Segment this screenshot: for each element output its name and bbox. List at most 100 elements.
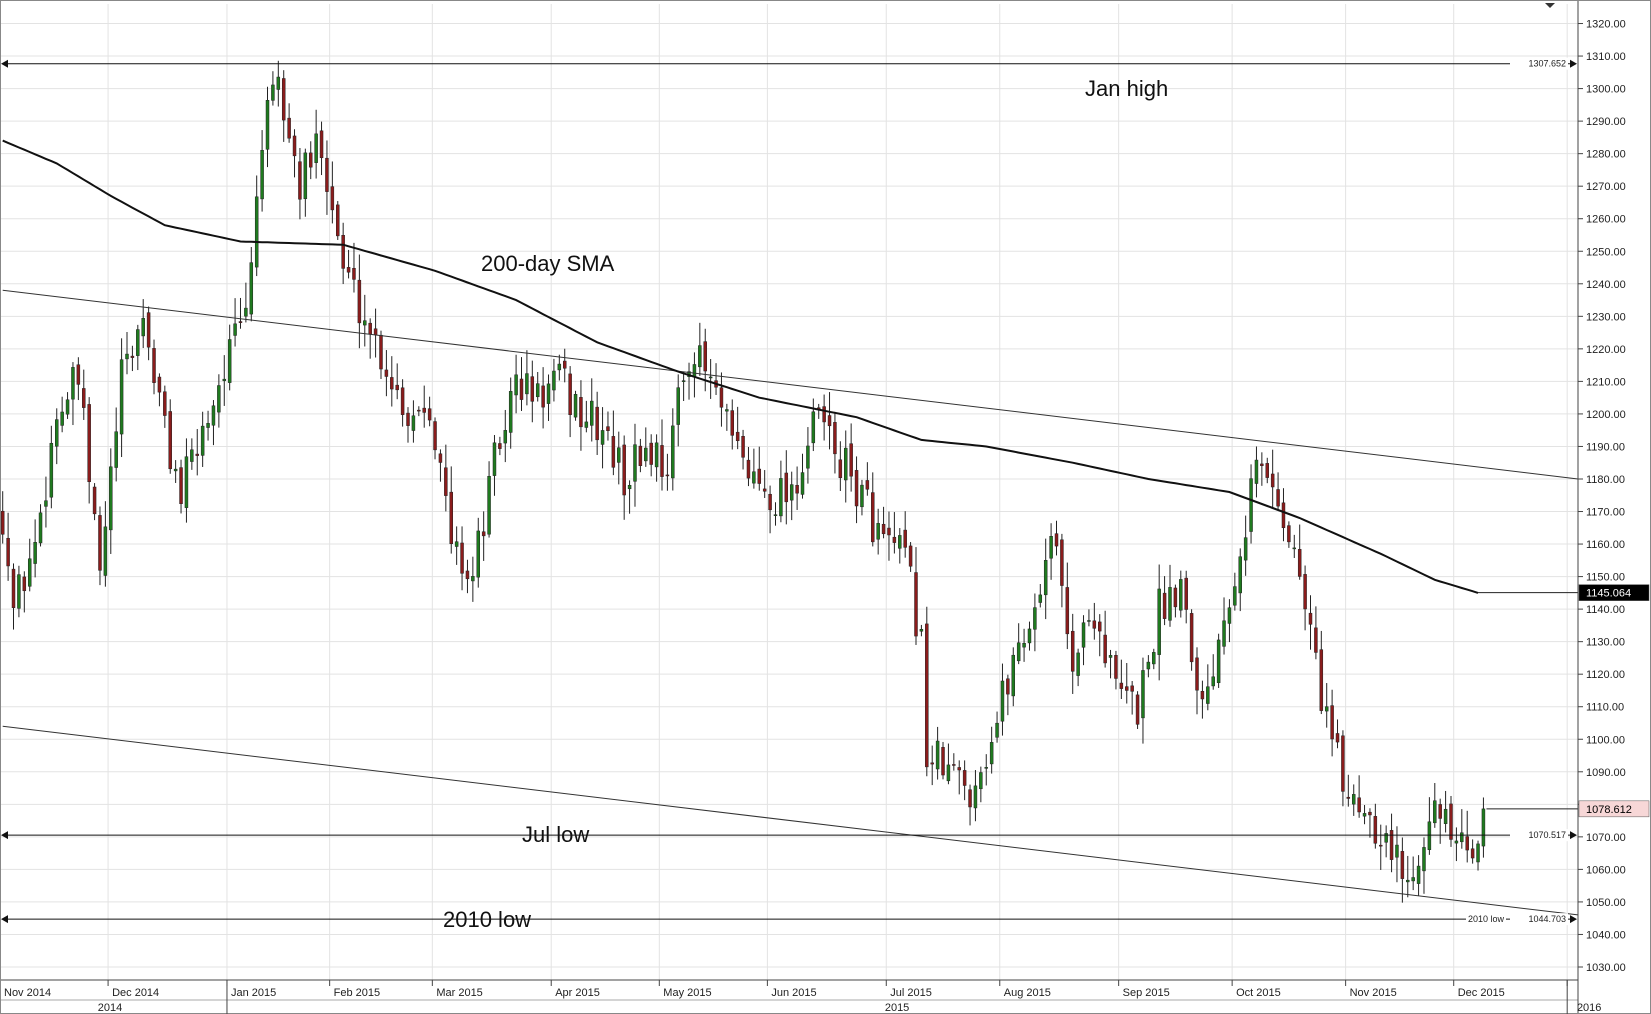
- candle-body: [806, 445, 810, 469]
- candle-body: [1184, 577, 1188, 610]
- y-tick-label: 1270.00: [1586, 181, 1626, 193]
- candle-body: [606, 426, 610, 432]
- x-month-label: Nov 2015: [1350, 987, 1397, 999]
- candle-body: [184, 456, 189, 508]
- candle-body: [336, 204, 340, 237]
- x-month-label: Dec 2014: [112, 987, 159, 999]
- candle-body: [833, 422, 837, 455]
- candle-body: [654, 442, 659, 468]
- candle-body: [1162, 592, 1167, 619]
- y-tick-label: 1160.00: [1586, 539, 1625, 551]
- scroll-marker-icon: [1545, 3, 1555, 8]
- level-arrow-right: [1570, 831, 1577, 840]
- price-tag-bg: [1578, 800, 1650, 818]
- candle-body: [1222, 620, 1226, 647]
- candle-body: [163, 391, 167, 416]
- candle-body: [200, 425, 205, 456]
- candle-body: [898, 535, 902, 549]
- candle-body: [811, 411, 816, 444]
- candle-body: [1000, 680, 1005, 722]
- candle-body: [600, 430, 605, 445]
- candle-body: [768, 493, 772, 511]
- candle-body: [622, 444, 626, 496]
- candle-body: [1243, 537, 1248, 561]
- y-tick-label: 1130.00: [1586, 637, 1625, 649]
- candle-body: [1195, 657, 1199, 691]
- candle-body: [968, 789, 972, 808]
- candle-body: [114, 431, 118, 468]
- candle-body: [789, 484, 794, 501]
- x-month-label: Jun 2015: [771, 987, 816, 999]
- candle-body: [1351, 794, 1356, 805]
- candle-body: [827, 415, 832, 427]
- candle-body: [119, 359, 124, 435]
- x-month-label: May 2015: [663, 987, 711, 999]
- candle-body: [1276, 489, 1280, 507]
- candle-body: [454, 541, 459, 547]
- x-month-label: Sep 2015: [1123, 987, 1170, 999]
- candle-body: [1379, 844, 1383, 847]
- candle-body: [762, 488, 767, 492]
- y-tick-label: 1170.00: [1586, 507, 1625, 519]
- level-label-bg: [1510, 913, 1568, 926]
- candle-body: [1108, 655, 1113, 658]
- candle-body: [984, 767, 988, 769]
- candle-body: [146, 312, 151, 348]
- candle-body: [930, 762, 934, 765]
- candle-body: [379, 334, 383, 370]
- candle-body: [887, 527, 891, 536]
- candle-body: [822, 406, 826, 423]
- annotation-label: Jan high: [1085, 76, 1168, 101]
- candle-body: [854, 470, 859, 507]
- candle-body: [0, 510, 5, 535]
- y-tick-label: 1310.00: [1586, 51, 1626, 63]
- candle-body: [838, 459, 843, 479]
- candle-body: [681, 380, 686, 382]
- candle-body: [314, 133, 318, 163]
- candle-body: [730, 410, 734, 436]
- candle-body: [752, 471, 756, 484]
- x-year-label: 2014: [98, 1002, 122, 1014]
- candle-body: [633, 444, 637, 482]
- candle-body: [233, 323, 237, 336]
- candle-body: [1054, 533, 1059, 547]
- candle-body: [979, 772, 983, 790]
- candle-body: [1168, 587, 1172, 621]
- candle-body: [298, 161, 302, 200]
- x-month-label: Aug 2015: [1004, 987, 1051, 999]
- candle-body: [1330, 705, 1334, 740]
- candle-body: [27, 558, 32, 587]
- candle-body: [676, 387, 680, 425]
- candle-body: [725, 409, 729, 412]
- candle-body: [395, 384, 399, 391]
- candle-body: [919, 629, 924, 632]
- candle-body: [508, 391, 513, 433]
- candle-body: [1357, 797, 1361, 813]
- candle-body: [60, 411, 64, 426]
- candle-body: [444, 467, 448, 496]
- candle-body: [352, 267, 356, 280]
- candle-body: [341, 234, 345, 269]
- candle-body: [281, 78, 286, 121]
- candle-body: [17, 574, 21, 609]
- candle-body: [1319, 649, 1324, 711]
- candle-body: [481, 531, 486, 537]
- candle-body: [1260, 463, 1264, 466]
- candle-body: [1146, 661, 1151, 670]
- candle-body: [503, 430, 508, 444]
- candle-body: [903, 529, 907, 548]
- x-month-label: Oct 2015: [1236, 987, 1281, 999]
- y-tick-label: 1110.00: [1586, 702, 1624, 714]
- candle-body: [1249, 478, 1253, 532]
- candle-body: [1476, 843, 1480, 863]
- candle-body: [222, 378, 227, 381]
- y-tick-label: 1260.00: [1586, 214, 1626, 226]
- candle-body: [849, 443, 853, 477]
- candle-body: [1470, 848, 1475, 859]
- candle-body: [406, 412, 410, 426]
- level-label-bg: [1510, 57, 1568, 70]
- candle-body: [552, 370, 556, 391]
- candle-body: [1135, 694, 1140, 725]
- candle-body: [757, 468, 762, 484]
- candle-body: [390, 377, 394, 390]
